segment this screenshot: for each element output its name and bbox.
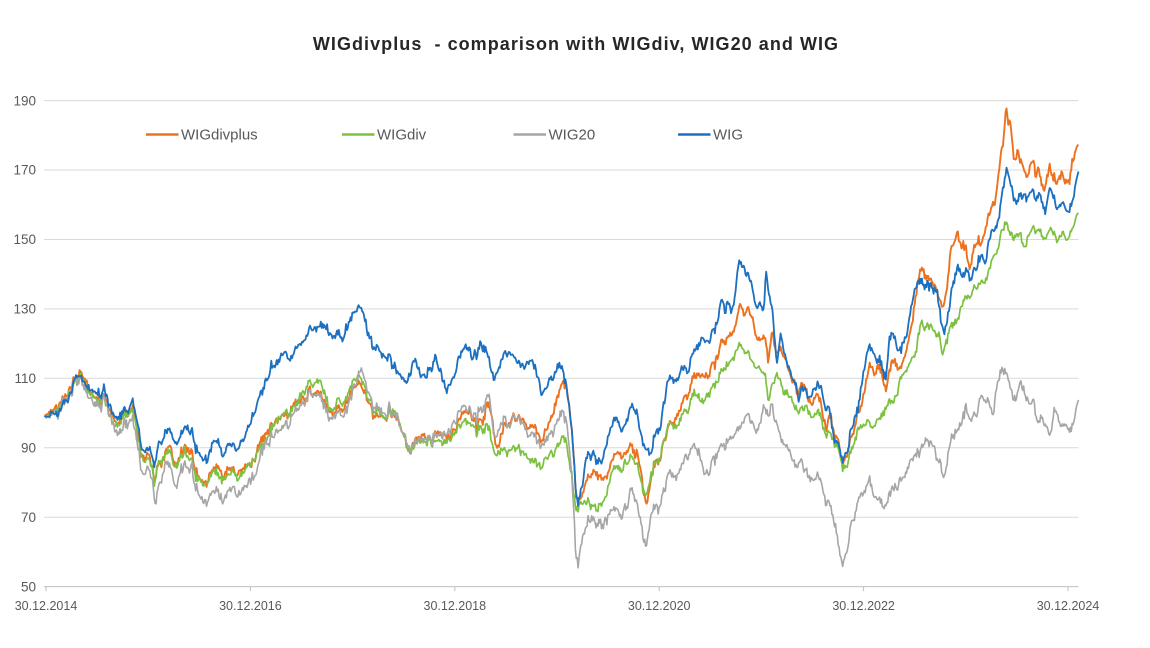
svg-text:30.12.2020: 30.12.2020 [628,599,691,613]
svg-text:90: 90 [21,440,36,455]
svg-text:WIGdivplus: WIGdivplus [181,127,258,144]
svg-text:30.12.2014: 30.12.2014 [15,599,78,613]
svg-text:30.12.2016: 30.12.2016 [219,599,282,613]
svg-text:50: 50 [21,579,36,594]
svg-text:190: 190 [13,93,36,108]
svg-text:WIG20: WIG20 [549,127,596,144]
svg-text:170: 170 [13,163,36,178]
svg-text:WIGdiv: WIGdiv [377,127,427,144]
svg-text:30.12.2024: 30.12.2024 [1037,599,1100,613]
svg-text:30.12.2022: 30.12.2022 [832,599,895,613]
svg-text:130: 130 [13,302,36,317]
svg-text:WIG: WIG [713,127,743,144]
svg-text:110: 110 [14,371,36,386]
svg-text:70: 70 [21,510,36,525]
svg-text:150: 150 [13,232,36,247]
svg-text:WIGdivplus - comparison with: WIGdivplus - comparison with WIGdiv, WIG… [313,34,839,54]
svg-text:30.12.2018: 30.12.2018 [424,599,487,613]
